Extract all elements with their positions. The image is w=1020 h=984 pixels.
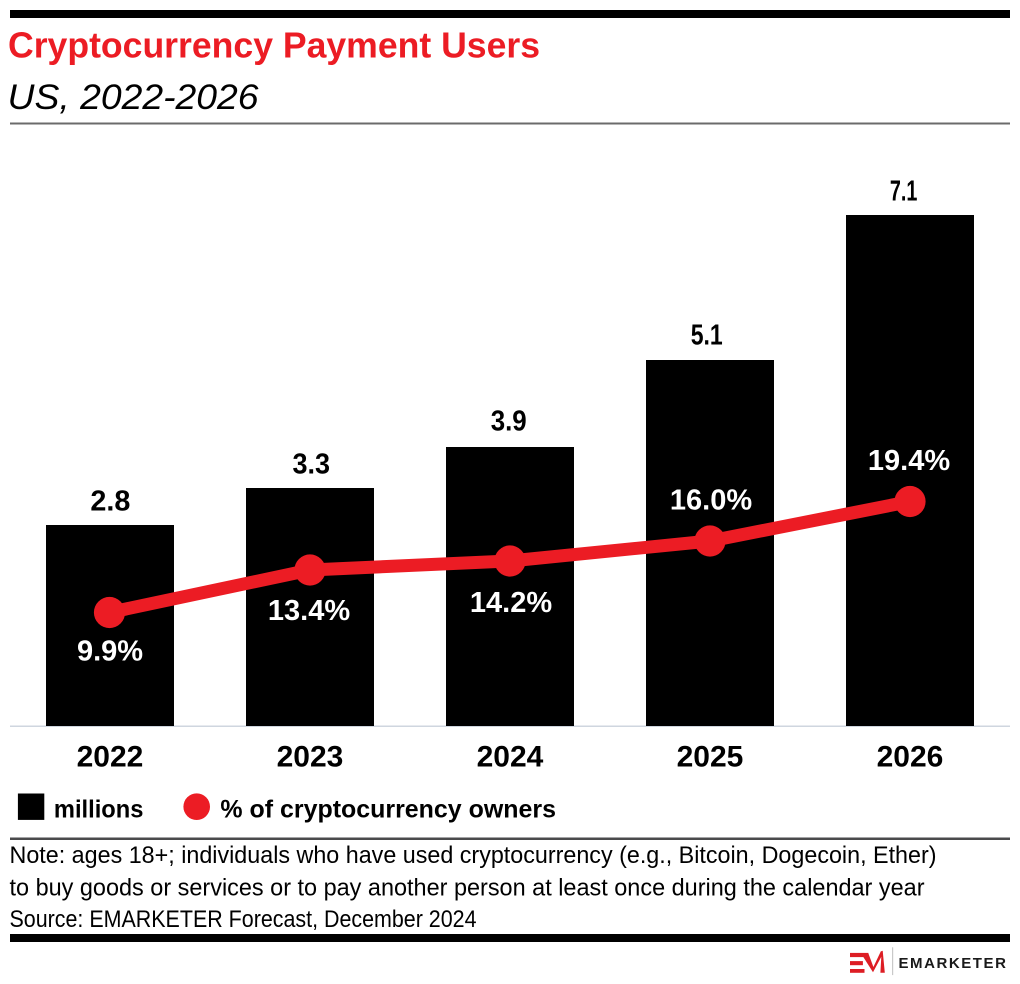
svg-text:3.3: 3.3: [293, 449, 331, 481]
svg-text:% of cryptocurrency owners: % of cryptocurrency owners: [220, 795, 556, 823]
svg-text:2024: 2024: [477, 740, 544, 773]
svg-text:2022: 2022: [77, 740, 144, 773]
svg-text:2.8: 2.8: [90, 485, 130, 517]
svg-text:Cryptocurrency Payment Users: Cryptocurrency Payment Users: [8, 25, 540, 66]
svg-text:to buy goods or services or to: to buy goods or services or to pay anoth…: [10, 875, 925, 902]
svg-text:millions: millions: [54, 795, 143, 823]
svg-text:2025: 2025: [677, 740, 744, 773]
svg-text:US, 2022-2026: US, 2022-2026: [8, 77, 259, 117]
svg-text:7.1: 7.1: [890, 175, 918, 207]
svg-text:16.0%: 16.0%: [670, 485, 752, 517]
svg-text:Source: EMARKETER Forecast, De: Source: EMARKETER Forecast, December 202…: [10, 906, 477, 933]
svg-text:EMARKETER: EMARKETER: [899, 955, 1008, 972]
svg-text:5.1: 5.1: [691, 320, 723, 352]
svg-text:2023: 2023: [277, 740, 344, 773]
svg-text:14.2%: 14.2%: [470, 587, 552, 619]
svg-text:2026: 2026: [877, 740, 944, 773]
svg-text:9.9%: 9.9%: [77, 636, 143, 668]
svg-text:19.4%: 19.4%: [868, 445, 950, 477]
svg-text:13.4%: 13.4%: [268, 595, 350, 627]
svg-text:3.9: 3.9: [491, 406, 527, 438]
svg-text:Note: ages 18+; individuals wh: Note: ages 18+; individuals who have use…: [10, 842, 937, 869]
